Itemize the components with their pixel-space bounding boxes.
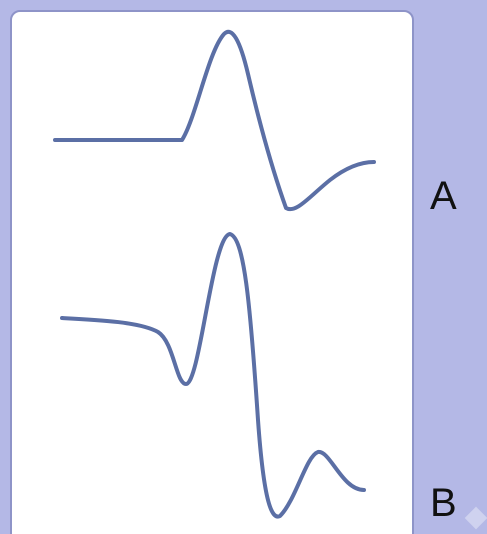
waveform-a-label: A [430, 174, 457, 218]
waveform-panel [10, 10, 414, 534]
waveform-b-label: B [430, 481, 457, 525]
waveform-b [60, 232, 366, 519]
waveform-a [53, 30, 376, 212]
